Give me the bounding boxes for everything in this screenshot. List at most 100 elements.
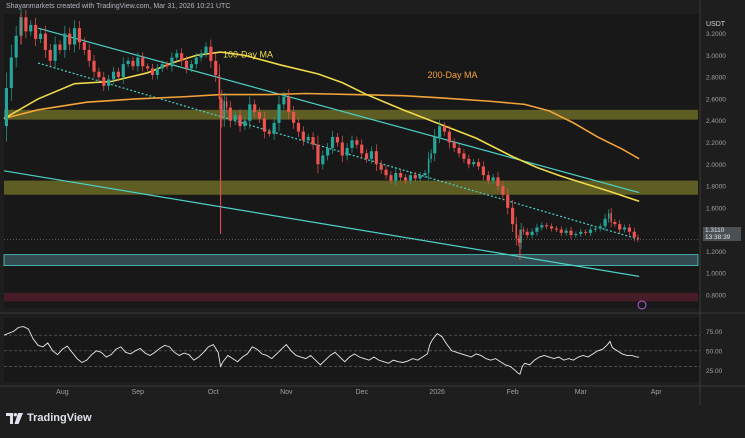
time-axis-tick: Mar — [575, 389, 588, 396]
channel-upper-line — [37, 27, 640, 194]
price-axis-tick: 2.8000 — [706, 75, 726, 82]
candle — [204, 46, 208, 54]
rsi-axis-tick: 75.00 — [706, 329, 723, 336]
candle — [598, 226, 602, 229]
annotation-ma200: 200-Day MA — [427, 70, 477, 80]
candle — [447, 131, 451, 143]
price-axis-tick: 1.2000 — [706, 249, 726, 256]
candle — [389, 175, 393, 181]
candle — [97, 71, 101, 78]
candle — [627, 227, 632, 232]
candle — [486, 175, 490, 181]
candle — [374, 151, 378, 165]
price-axis-tick: 3.2000 — [706, 31, 726, 38]
candle — [399, 172, 403, 178]
candle — [170, 57, 174, 67]
price-axis-tick: 1.0000 — [706, 271, 726, 278]
candle — [579, 231, 583, 234]
ma200-line — [3, 92, 640, 160]
candle — [29, 24, 33, 32]
candle — [107, 79, 111, 86]
candle — [517, 238, 520, 243]
candle — [111, 71, 116, 80]
candle — [262, 118, 266, 132]
candle — [472, 162, 476, 165]
candle — [618, 224, 622, 230]
candle — [408, 175, 412, 181]
channel-lower-line — [3, 170, 640, 278]
candle — [282, 96, 286, 105]
candle — [121, 64, 125, 78]
candle — [92, 60, 96, 72]
price-axis-tick: 3.0000 — [706, 53, 726, 60]
candle — [306, 137, 310, 141]
channel-middle-line — [37, 62, 640, 240]
candle — [355, 140, 359, 145]
candle — [403, 177, 408, 181]
candle — [209, 46, 213, 61]
candle — [301, 131, 305, 141]
candle — [569, 230, 573, 236]
tradingview-logo[interactable]: TradingView — [6, 410, 92, 426]
current-price-value: 1.3110 — [705, 227, 725, 234]
candle — [223, 101, 226, 119]
candle — [511, 207, 515, 225]
candle — [214, 60, 218, 75]
candle — [72, 28, 77, 45]
candle — [476, 162, 481, 167]
candle — [379, 164, 383, 170]
candle — [228, 107, 232, 121]
countdown-timer: 13:38:39 — [705, 234, 731, 241]
candle — [267, 131, 271, 134]
candle — [287, 96, 291, 112]
candle — [496, 177, 500, 187]
candle — [574, 233, 578, 236]
candle — [613, 221, 617, 225]
price-axis-tick: 2.0000 — [706, 162, 726, 169]
candle — [218, 74, 221, 99]
candle — [457, 147, 461, 154]
candle — [549, 226, 554, 229]
candle — [365, 153, 369, 159]
candle — [442, 126, 447, 132]
candle — [522, 229, 525, 232]
candle — [501, 186, 505, 195]
candle — [413, 175, 417, 179]
time-axis-tick: Nov — [280, 389, 293, 396]
rsi-axis-tick: 25.00 — [706, 368, 723, 375]
candle — [433, 137, 437, 154]
candle — [126, 60, 130, 65]
candle — [43, 33, 47, 50]
candle — [194, 57, 198, 65]
candle — [316, 144, 320, 165]
candle — [321, 155, 325, 165]
candle — [160, 64, 164, 69]
candle — [238, 115, 242, 127]
candle — [462, 153, 466, 159]
candle — [253, 104, 257, 112]
candle — [584, 231, 588, 233]
zone-resistance-1.8 — [4, 180, 698, 195]
rsi-axis-tick: 50.00 — [706, 348, 723, 355]
time-axis-tick: Apr — [651, 389, 663, 396]
zone-lower-zone — [4, 292, 698, 302]
candle — [345, 147, 349, 156]
candle — [540, 225, 544, 228]
candle — [131, 60, 135, 67]
candle — [277, 104, 281, 123]
ma100-line — [3, 51, 640, 203]
time-axis-tick: Feb — [507, 389, 519, 396]
candle — [335, 137, 339, 143]
candle — [233, 115, 237, 121]
candle — [165, 64, 169, 67]
candle — [564, 230, 568, 233]
candle — [4, 88, 9, 127]
candle — [175, 53, 179, 58]
candle — [257, 112, 262, 119]
candle — [24, 17, 28, 32]
candle — [350, 140, 354, 148]
candle — [48, 49, 52, 61]
candle — [369, 151, 374, 159]
